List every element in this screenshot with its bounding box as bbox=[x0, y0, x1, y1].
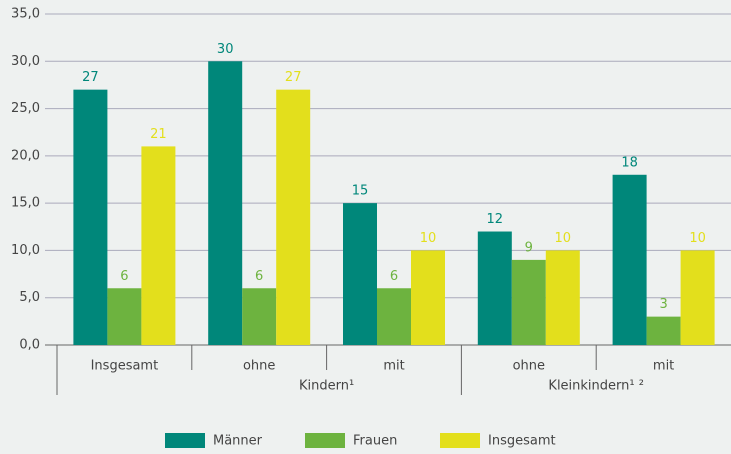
bar bbox=[377, 288, 411, 345]
value-label: 3 bbox=[659, 297, 667, 312]
value-label: 18 bbox=[621, 155, 638, 170]
bar bbox=[545, 250, 580, 345]
x-tick-label: ohne bbox=[243, 359, 275, 374]
bar bbox=[411, 250, 445, 345]
value-label: 10 bbox=[555, 231, 572, 246]
legend-label: Insgesamt bbox=[488, 434, 556, 449]
x-tick-label: mit bbox=[383, 359, 404, 374]
value-label: 15 bbox=[352, 184, 369, 199]
bar bbox=[208, 61, 243, 346]
value-label: 6 bbox=[390, 269, 398, 284]
legend-label: Frauen bbox=[353, 434, 397, 449]
y-tick-label: 20,0 bbox=[11, 148, 40, 163]
value-label: 6 bbox=[255, 269, 263, 284]
bar bbox=[107, 288, 142, 345]
bar bbox=[242, 288, 277, 345]
legend-swatch bbox=[165, 433, 205, 448]
y-tick-label: 10,0 bbox=[11, 243, 40, 258]
bar bbox=[477, 231, 512, 345]
bar bbox=[511, 259, 546, 345]
value-label: 6 bbox=[120, 269, 128, 284]
value-label: 10 bbox=[689, 231, 706, 246]
bar bbox=[680, 250, 715, 345]
value-label: 27 bbox=[285, 70, 302, 85]
value-label: 21 bbox=[150, 127, 167, 142]
y-tick-label: 0,0 bbox=[19, 338, 40, 353]
group-label: Kindern¹ bbox=[299, 379, 354, 394]
legend-swatch bbox=[440, 433, 480, 448]
value-label: 30 bbox=[217, 42, 234, 57]
x-tick-label: Insgesamt bbox=[91, 359, 159, 374]
value-label: 27 bbox=[82, 70, 99, 85]
x-tick-label: mit bbox=[653, 359, 674, 374]
y-tick-label: 5,0 bbox=[19, 290, 40, 305]
group-label: Kleinkindern¹ ² bbox=[548, 379, 644, 394]
bar bbox=[612, 174, 647, 345]
bar bbox=[73, 89, 108, 346]
bar bbox=[141, 146, 176, 345]
y-tick-label: 25,0 bbox=[11, 101, 40, 116]
legend-label: Männer bbox=[213, 434, 263, 449]
bar bbox=[343, 203, 377, 345]
y-tick-label: 30,0 bbox=[11, 54, 40, 69]
value-label: 10 bbox=[420, 231, 437, 246]
y-tick-label: 15,0 bbox=[11, 196, 40, 211]
y-tick-label: 35,0 bbox=[11, 7, 40, 22]
bar bbox=[276, 89, 311, 346]
bar bbox=[646, 316, 681, 345]
legend-swatch bbox=[305, 433, 345, 448]
x-tick-label: ohne bbox=[513, 359, 545, 374]
value-label: 9 bbox=[525, 240, 533, 255]
value-label: 12 bbox=[487, 212, 504, 227]
